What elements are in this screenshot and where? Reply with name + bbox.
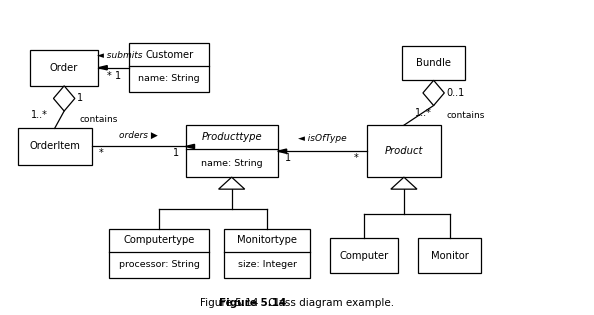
Polygon shape — [219, 177, 245, 189]
Polygon shape — [225, 229, 310, 278]
Polygon shape — [403, 46, 465, 80]
Text: Customer: Customer — [145, 49, 194, 60]
Text: ◄ isOfType: ◄ isOfType — [298, 134, 346, 143]
Polygon shape — [99, 66, 107, 70]
Text: processor: String: processor: String — [119, 260, 200, 269]
Polygon shape — [423, 80, 444, 106]
Text: *: * — [107, 71, 111, 81]
Text: OrderItem: OrderItem — [29, 141, 80, 152]
Polygon shape — [277, 149, 286, 153]
Text: 1..*: 1..* — [415, 108, 431, 118]
Text: 1: 1 — [173, 148, 179, 158]
Text: name: String: name: String — [138, 74, 200, 83]
Text: Figure 5.14: Figure 5.14 — [219, 298, 286, 308]
Polygon shape — [330, 238, 398, 273]
Text: orders ▶: orders ▶ — [119, 130, 158, 140]
Text: Order: Order — [50, 63, 78, 73]
Polygon shape — [129, 43, 209, 92]
Text: contains: contains — [79, 115, 118, 124]
Text: Computer: Computer — [340, 251, 388, 261]
Text: Monitortype: Monitortype — [237, 235, 298, 245]
Text: Bundle: Bundle — [416, 58, 451, 68]
Text: ◄ submits: ◄ submits — [97, 51, 143, 60]
Polygon shape — [391, 177, 417, 189]
Text: Product: Product — [385, 146, 423, 156]
Text: 1: 1 — [115, 71, 122, 81]
Polygon shape — [18, 129, 91, 164]
Polygon shape — [185, 125, 277, 177]
Text: Figure 5.14   Class diagram example.: Figure 5.14 Class diagram example. — [200, 298, 394, 308]
Text: Computertype: Computertype — [124, 235, 195, 245]
Polygon shape — [418, 238, 481, 273]
Text: *: * — [99, 148, 103, 158]
Text: 1: 1 — [285, 153, 292, 163]
Text: size: Integer: size: Integer — [238, 260, 297, 269]
Polygon shape — [367, 125, 441, 177]
Text: Producttype: Producttype — [201, 132, 262, 142]
Polygon shape — [109, 229, 209, 278]
Text: contains: contains — [447, 111, 485, 120]
Polygon shape — [30, 50, 99, 86]
Text: Monitor: Monitor — [431, 251, 469, 261]
Polygon shape — [185, 144, 194, 149]
Text: 0..1: 0..1 — [447, 88, 465, 98]
Text: 1: 1 — [77, 94, 83, 103]
Polygon shape — [53, 86, 75, 111]
Text: *: * — [354, 153, 358, 163]
Text: name: String: name: String — [201, 159, 263, 168]
Text: 1..*: 1..* — [31, 111, 48, 120]
